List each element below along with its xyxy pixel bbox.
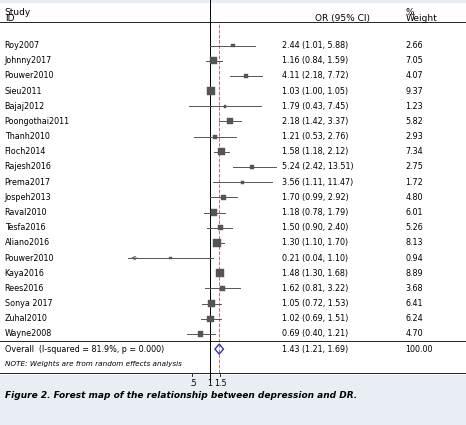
Text: 1.18 (0.78, 1.79): 1.18 (0.78, 1.79) <box>282 208 348 217</box>
Text: 0.21 (0.04, 1.10): 0.21 (0.04, 1.10) <box>282 254 348 263</box>
Bar <box>213 239 220 246</box>
Bar <box>211 210 217 215</box>
Text: Aliano2016: Aliano2016 <box>5 238 50 247</box>
Text: Prema2017: Prema2017 <box>5 178 51 187</box>
Text: ID: ID <box>5 14 14 23</box>
Text: 1.48 (1.30, 1.68): 1.48 (1.30, 1.68) <box>282 269 348 278</box>
Text: Overall  (I-squared = 81.9%, p = 0.000): Overall (I-squared = 81.9%, p = 0.000) <box>5 345 164 354</box>
Text: 2.93: 2.93 <box>405 132 423 141</box>
Text: Study: Study <box>5 8 31 17</box>
Text: 2.66: 2.66 <box>405 41 423 50</box>
Text: .5: .5 <box>189 379 196 388</box>
Bar <box>224 105 226 108</box>
Bar <box>206 87 215 95</box>
Text: 2.44 (1.01, 5.88): 2.44 (1.01, 5.88) <box>282 41 348 50</box>
Text: Floch2014: Floch2014 <box>5 147 46 156</box>
Text: 7.34: 7.34 <box>405 147 423 156</box>
Bar <box>208 300 214 307</box>
Text: Pouwer2010: Pouwer2010 <box>5 71 54 80</box>
Text: Rajesh2016: Rajesh2016 <box>5 162 52 171</box>
Text: 5.26: 5.26 <box>405 223 423 232</box>
Text: Roy2007: Roy2007 <box>5 41 40 50</box>
Text: 1.5: 1.5 <box>214 379 227 388</box>
Text: Raval2010: Raval2010 <box>5 208 47 217</box>
Text: 1.70 (0.99, 2.92): 1.70 (0.99, 2.92) <box>282 193 349 202</box>
Text: 0.94: 0.94 <box>405 254 423 263</box>
Text: 7.05: 7.05 <box>405 56 423 65</box>
Text: 1.21 (0.53, 2.76): 1.21 (0.53, 2.76) <box>282 132 349 141</box>
Text: 6.24: 6.24 <box>405 314 423 323</box>
Text: Poongothai2011: Poongothai2011 <box>5 117 70 126</box>
Text: Tesfa2016: Tesfa2016 <box>5 223 45 232</box>
Bar <box>241 181 244 184</box>
Text: 4.80: 4.80 <box>405 193 423 202</box>
Text: 1.72: 1.72 <box>405 178 423 187</box>
Text: 1.50 (0.90, 2.40): 1.50 (0.90, 2.40) <box>282 223 348 232</box>
Text: OR (95% CI): OR (95% CI) <box>315 14 370 23</box>
Text: 4.07: 4.07 <box>405 71 423 80</box>
Text: Jospeh2013: Jospeh2013 <box>5 193 51 202</box>
Text: 2.18 (1.42, 3.37): 2.18 (1.42, 3.37) <box>282 117 348 126</box>
Text: 1.23: 1.23 <box>405 102 423 111</box>
Text: 1: 1 <box>207 379 212 388</box>
Text: 1.30 (1.10, 1.70): 1.30 (1.10, 1.70) <box>282 238 348 247</box>
Text: Johnny2017: Johnny2017 <box>5 56 52 65</box>
Text: Sonya 2017: Sonya 2017 <box>5 299 52 308</box>
Bar <box>244 74 248 78</box>
Text: Figure 2. Forest map of the relationship between depression and DR.: Figure 2. Forest map of the relationship… <box>5 391 357 400</box>
Bar <box>169 257 171 259</box>
Text: %: % <box>405 8 414 17</box>
Bar <box>220 286 225 291</box>
Text: 1.62 (0.81, 3.22): 1.62 (0.81, 3.22) <box>282 284 348 293</box>
Text: 1.16 (0.84, 1.59): 1.16 (0.84, 1.59) <box>282 56 348 65</box>
Text: Zuhal2010: Zuhal2010 <box>5 314 48 323</box>
Bar <box>211 57 217 64</box>
Text: 8.89: 8.89 <box>405 269 423 278</box>
Text: 1.03 (1.00, 1.05): 1.03 (1.00, 1.05) <box>282 87 348 96</box>
Text: 4.70: 4.70 <box>405 329 423 338</box>
Text: 1.02 (0.69, 1.51): 1.02 (0.69, 1.51) <box>282 314 348 323</box>
Bar <box>250 165 254 169</box>
Text: 5.24 (2.42, 13.51): 5.24 (2.42, 13.51) <box>282 162 354 171</box>
Text: 4.11 (2.18, 7.72): 4.11 (2.18, 7.72) <box>282 71 349 80</box>
Text: 2.75: 2.75 <box>405 162 423 171</box>
Bar <box>213 135 217 139</box>
Text: Wayne2008: Wayne2008 <box>5 329 52 338</box>
Bar <box>198 332 203 337</box>
Text: 8.13: 8.13 <box>405 238 423 247</box>
Text: Rees2016: Rees2016 <box>5 284 44 293</box>
Text: Bajaj2012: Bajaj2012 <box>5 102 45 111</box>
Text: 1.58 (1.18, 2.12): 1.58 (1.18, 2.12) <box>282 147 348 156</box>
Text: Pouwer2010: Pouwer2010 <box>5 254 54 263</box>
Text: Sieu2011: Sieu2011 <box>5 87 42 96</box>
Text: 0.69 (0.40, 1.21): 0.69 (0.40, 1.21) <box>282 329 348 338</box>
Bar <box>218 225 223 230</box>
Text: Weight: Weight <box>405 14 437 23</box>
Text: 3.56 (1.11, 11.47): 3.56 (1.11, 11.47) <box>282 178 353 187</box>
Bar <box>216 269 224 277</box>
Text: 6.01: 6.01 <box>405 208 423 217</box>
Text: Thanh2010: Thanh2010 <box>5 132 49 141</box>
Text: 3.68: 3.68 <box>405 284 423 293</box>
Text: 1.79 (0.43, 7.45): 1.79 (0.43, 7.45) <box>282 102 349 111</box>
Text: 100.00: 100.00 <box>405 345 433 354</box>
Bar <box>231 44 235 48</box>
Bar <box>218 148 225 155</box>
Text: NOTE: Weights are from random effects analysis: NOTE: Weights are from random effects an… <box>5 361 182 367</box>
Text: 5.82: 5.82 <box>405 117 423 126</box>
Text: 1.43 (1.21, 1.69): 1.43 (1.21, 1.69) <box>282 345 348 354</box>
Bar <box>207 316 214 322</box>
Text: 9.37: 9.37 <box>405 87 423 96</box>
Text: 1.05 (0.72, 1.53): 1.05 (0.72, 1.53) <box>282 299 349 308</box>
Text: 6.41: 6.41 <box>405 299 423 308</box>
Bar <box>221 195 226 200</box>
Bar <box>227 119 233 125</box>
Text: Kaya2016: Kaya2016 <box>5 269 45 278</box>
